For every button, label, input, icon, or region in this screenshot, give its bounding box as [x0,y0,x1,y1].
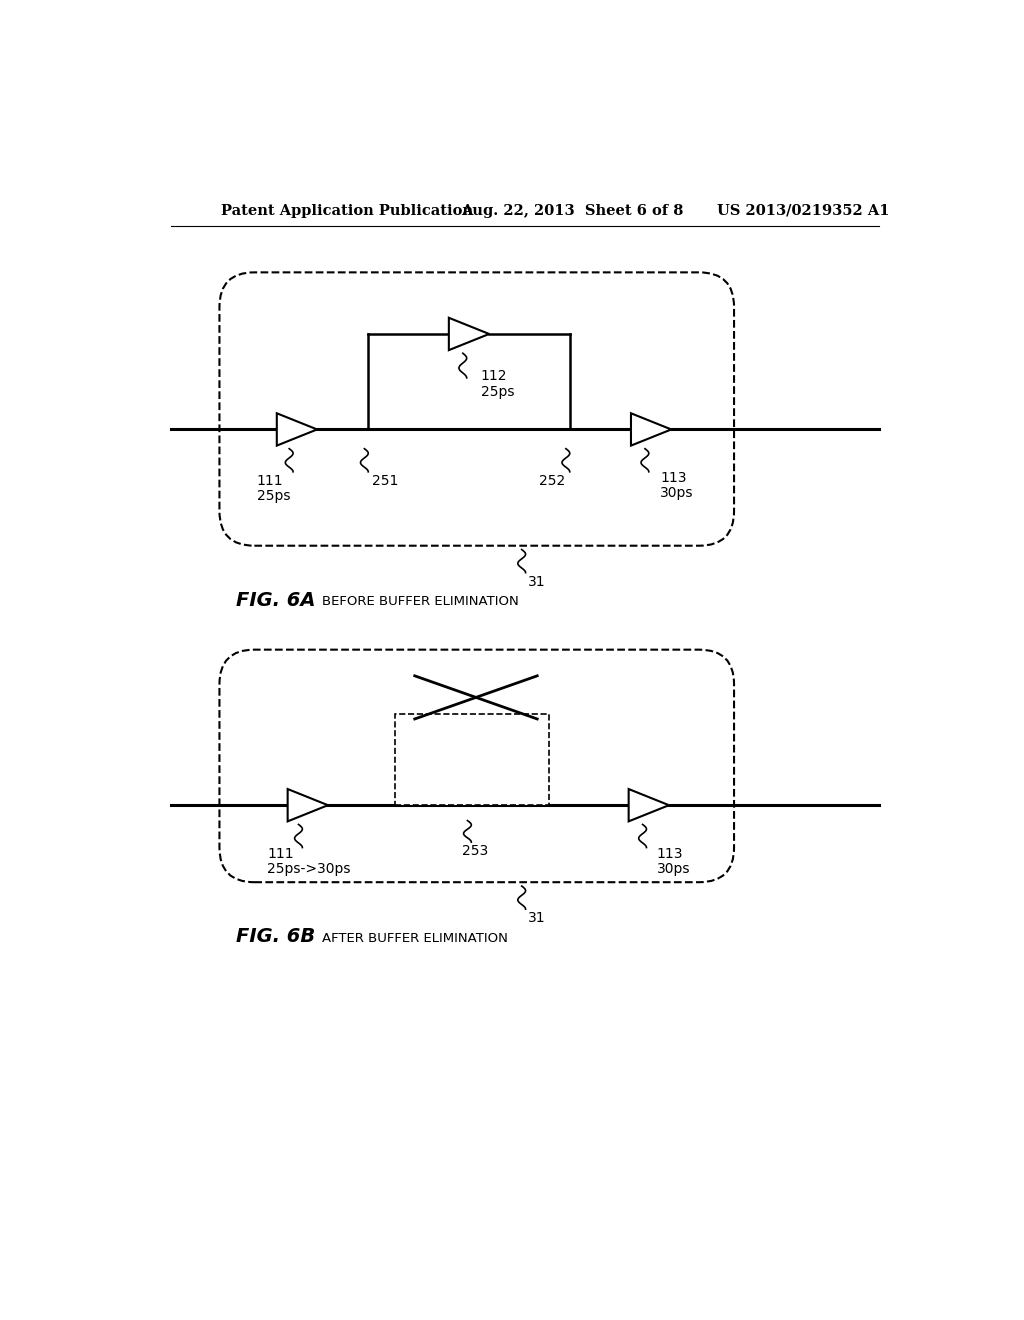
Text: 25ps->30ps: 25ps->30ps [267,862,351,876]
Text: AFTER BUFFER ELIMINATION: AFTER BUFFER ELIMINATION [322,932,508,945]
Text: Aug. 22, 2013  Sheet 6 of 8: Aug. 22, 2013 Sheet 6 of 8 [461,203,684,218]
Text: 25ps: 25ps [257,490,290,503]
Bar [395,714,549,805]
Text: FIG. 6B: FIG. 6B [237,927,315,946]
Text: 31: 31 [528,574,546,589]
Text: FIG. 6A: FIG. 6A [237,591,316,610]
Text: 112: 112 [480,370,507,383]
Text: 251: 251 [372,474,398,488]
Text: 111: 111 [257,474,284,488]
Text: US 2013/0219352 A1: US 2013/0219352 A1 [717,203,890,218]
Polygon shape [629,789,669,821]
Text: 253: 253 [462,845,488,858]
Text: BEFORE BUFFER ELIMINATION: BEFORE BUFFER ELIMINATION [322,595,518,609]
Polygon shape [276,413,317,446]
Text: 25ps: 25ps [480,384,514,399]
Polygon shape [288,789,328,821]
Text: 30ps: 30ps [656,862,690,876]
Text: 252: 252 [539,474,565,488]
Polygon shape [631,413,672,446]
Text: Patent Application Publication: Patent Application Publication [221,203,473,218]
Polygon shape [449,318,489,350]
Text: 30ps: 30ps [660,486,694,500]
Text: 111: 111 [267,846,294,861]
Text: 31: 31 [528,911,546,925]
Text: 113: 113 [660,471,687,484]
Text: 113: 113 [656,846,683,861]
